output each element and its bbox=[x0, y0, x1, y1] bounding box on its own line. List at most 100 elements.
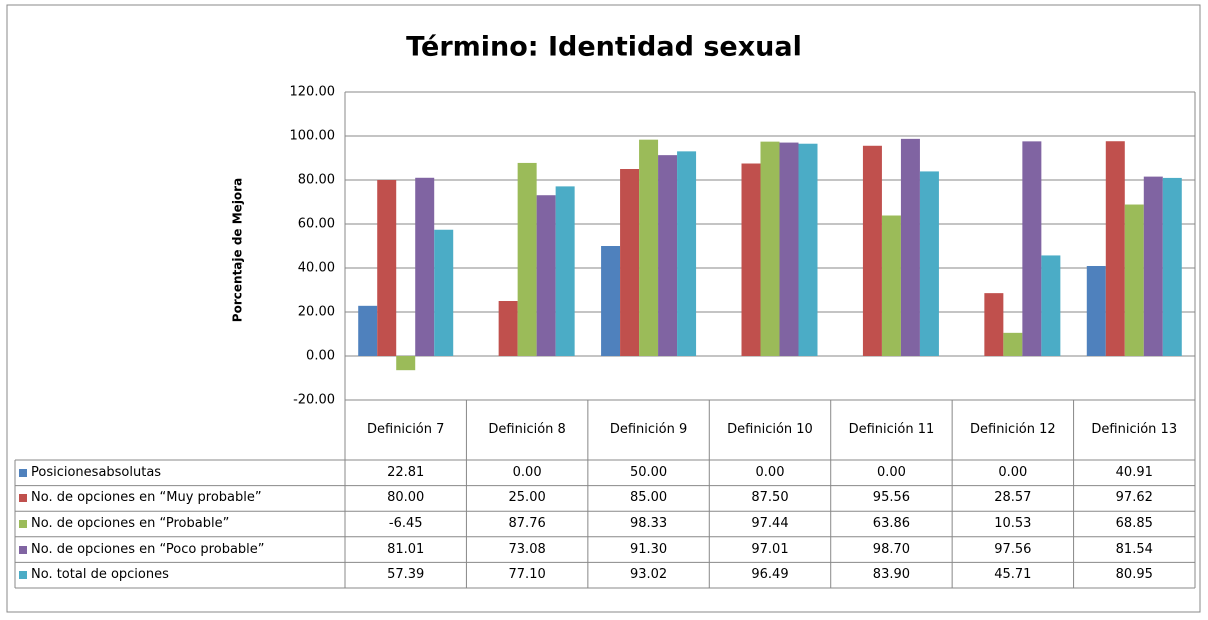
bar bbox=[760, 141, 780, 356]
table-value: 63.86 bbox=[872, 515, 911, 531]
bar bbox=[919, 171, 939, 356]
legend-swatch bbox=[19, 545, 27, 554]
y-tick-label: -20.00 bbox=[293, 393, 335, 408]
legend-label: No. de opciones en “Poco probable” bbox=[31, 541, 265, 557]
bar bbox=[555, 186, 575, 356]
table-value: 25.00 bbox=[508, 490, 546, 506]
y-tick-label: 100.00 bbox=[290, 129, 336, 144]
table-value: -6.45 bbox=[388, 515, 423, 531]
legend-label: No. de opciones en “Probable” bbox=[31, 515, 230, 531]
x-tick-label: Definición 10 bbox=[727, 422, 813, 437]
bar bbox=[1086, 265, 1106, 356]
table-value: 87.76 bbox=[508, 515, 546, 531]
bar bbox=[984, 293, 1004, 356]
bar bbox=[862, 145, 882, 356]
table-value: 95.56 bbox=[872, 490, 911, 506]
y-tick-label: 120.00 bbox=[290, 85, 336, 100]
table-value: 93.02 bbox=[629, 567, 668, 583]
bar bbox=[900, 138, 920, 356]
table-value: 0.00 bbox=[998, 464, 1028, 480]
bar bbox=[396, 356, 416, 371]
table-value: 80.00 bbox=[387, 490, 425, 506]
bar bbox=[658, 155, 678, 356]
table-value: 97.56 bbox=[994, 541, 1032, 557]
legend-swatch bbox=[19, 571, 27, 580]
table-value: 81.01 bbox=[387, 541, 425, 557]
legend-swatch bbox=[19, 494, 27, 503]
legend-swatch bbox=[19, 468, 27, 477]
table-value: 77.10 bbox=[508, 567, 546, 583]
table-value: 45.71 bbox=[994, 567, 1032, 583]
bar bbox=[1105, 141, 1125, 356]
bar bbox=[1124, 204, 1144, 356]
x-tick-label: Definición 13 bbox=[1091, 422, 1178, 437]
bar bbox=[415, 177, 435, 356]
x-tick-label: Definición 12 bbox=[970, 422, 1056, 437]
table-value: 0.00 bbox=[876, 464, 906, 480]
table-value: 96.49 bbox=[751, 567, 789, 583]
table-value: 85.00 bbox=[629, 490, 668, 506]
y-tick-label: 40.00 bbox=[298, 261, 335, 276]
table-value: 0.00 bbox=[755, 464, 785, 480]
bar bbox=[677, 151, 697, 356]
legend-label: No. total de opciones bbox=[31, 567, 169, 583]
legend-swatch bbox=[19, 519, 27, 528]
bar bbox=[741, 163, 761, 356]
table-value: 50.00 bbox=[629, 464, 668, 480]
bar bbox=[1022, 141, 1042, 356]
bar bbox=[779, 142, 799, 356]
bar bbox=[536, 195, 556, 356]
table-value: 68.85 bbox=[1115, 515, 1153, 531]
legend-entry: No. de opciones en “Poco probable” bbox=[15, 537, 345, 563]
table-value: 97.01 bbox=[751, 541, 789, 557]
table-value: 10.53 bbox=[994, 515, 1032, 531]
bar bbox=[601, 246, 621, 356]
table-value: 28.57 bbox=[994, 490, 1032, 506]
table-value: 22.81 bbox=[387, 464, 425, 480]
x-tick-label: Definición 7 bbox=[367, 422, 445, 437]
bar bbox=[498, 301, 518, 356]
table-value: 98.70 bbox=[872, 541, 911, 557]
table-value: 98.33 bbox=[629, 515, 668, 531]
bar bbox=[1041, 255, 1061, 356]
bar bbox=[639, 139, 659, 356]
legend-label: No. de opciones en “Muy probable” bbox=[31, 490, 262, 506]
table-value: 80.95 bbox=[1115, 567, 1153, 583]
y-tick-label: 20.00 bbox=[298, 305, 335, 320]
table-value: 91.30 bbox=[629, 541, 668, 557]
bar bbox=[881, 215, 901, 356]
table-value: 97.44 bbox=[751, 515, 789, 531]
table-value: 57.39 bbox=[387, 567, 425, 583]
legend-entry: Posicionesabsolutas bbox=[15, 460, 345, 486]
x-tick-label: Definición 11 bbox=[848, 422, 935, 437]
bar bbox=[517, 162, 537, 356]
table-value: 40.91 bbox=[1115, 464, 1153, 480]
legend-entry: No. de opciones en “Muy probable” bbox=[15, 486, 345, 512]
bar bbox=[434, 229, 454, 356]
y-tick-label: 60.00 bbox=[298, 217, 335, 232]
table-value: 87.50 bbox=[751, 490, 789, 506]
bar bbox=[620, 169, 640, 356]
bar bbox=[358, 305, 378, 356]
table-value: 81.54 bbox=[1115, 541, 1153, 557]
bar bbox=[1003, 332, 1023, 356]
y-tick-label: 80.00 bbox=[298, 173, 335, 188]
legend-entry: No. total de opciones bbox=[15, 562, 345, 588]
bar bbox=[798, 143, 818, 356]
x-tick-label: Definición 9 bbox=[609, 422, 688, 437]
table-value: 73.08 bbox=[508, 541, 546, 557]
legend-entry: No. de opciones en “Probable” bbox=[15, 511, 345, 537]
chart-title: Término: Identidad sexual bbox=[406, 32, 802, 63]
bar bbox=[1162, 177, 1182, 356]
bar bbox=[377, 180, 397, 356]
y-tick-label: 0.00 bbox=[306, 349, 335, 364]
x-tick-label: Definición 8 bbox=[488, 422, 566, 437]
table-value: 97.62 bbox=[1115, 490, 1153, 506]
legend-label: Posicionesabsolutas bbox=[31, 464, 162, 480]
y-axis-label: Porcentaje de Mejora bbox=[231, 178, 245, 322]
table-value: 83.90 bbox=[872, 567, 911, 583]
bar bbox=[1143, 176, 1163, 356]
table-value: 0.00 bbox=[512, 464, 542, 480]
